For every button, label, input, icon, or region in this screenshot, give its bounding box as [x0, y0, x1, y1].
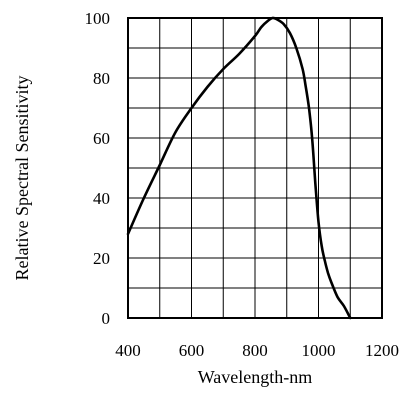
- x-tick-label: 1000: [302, 341, 336, 360]
- plot-frame: [127, 17, 383, 319]
- y-tick-label: 20: [93, 249, 110, 268]
- x-tick-label: 400: [115, 341, 141, 360]
- y-tick-label: 40: [93, 189, 110, 208]
- y-tick-label: 60: [93, 129, 110, 148]
- y-tick-labels: 0 20 40 60 80 100: [85, 9, 111, 328]
- x-tick-label: 600: [179, 341, 205, 360]
- y-tick-label: 100: [85, 9, 111, 28]
- x-tick-labels: 400 600 800 1000 1200: [115, 341, 399, 360]
- x-tick-label: 1200: [365, 341, 399, 360]
- y-tick-label: 0: [102, 309, 111, 328]
- x-axis-label: Wavelength-nm: [198, 367, 313, 387]
- series-line: [126, 16, 352, 320]
- y-axis-label: Relative Spectral Sensitivity: [12, 76, 32, 281]
- y-tick-label: 80: [93, 69, 110, 88]
- grid: [128, 18, 382, 318]
- x-tick-label: 800: [242, 341, 268, 360]
